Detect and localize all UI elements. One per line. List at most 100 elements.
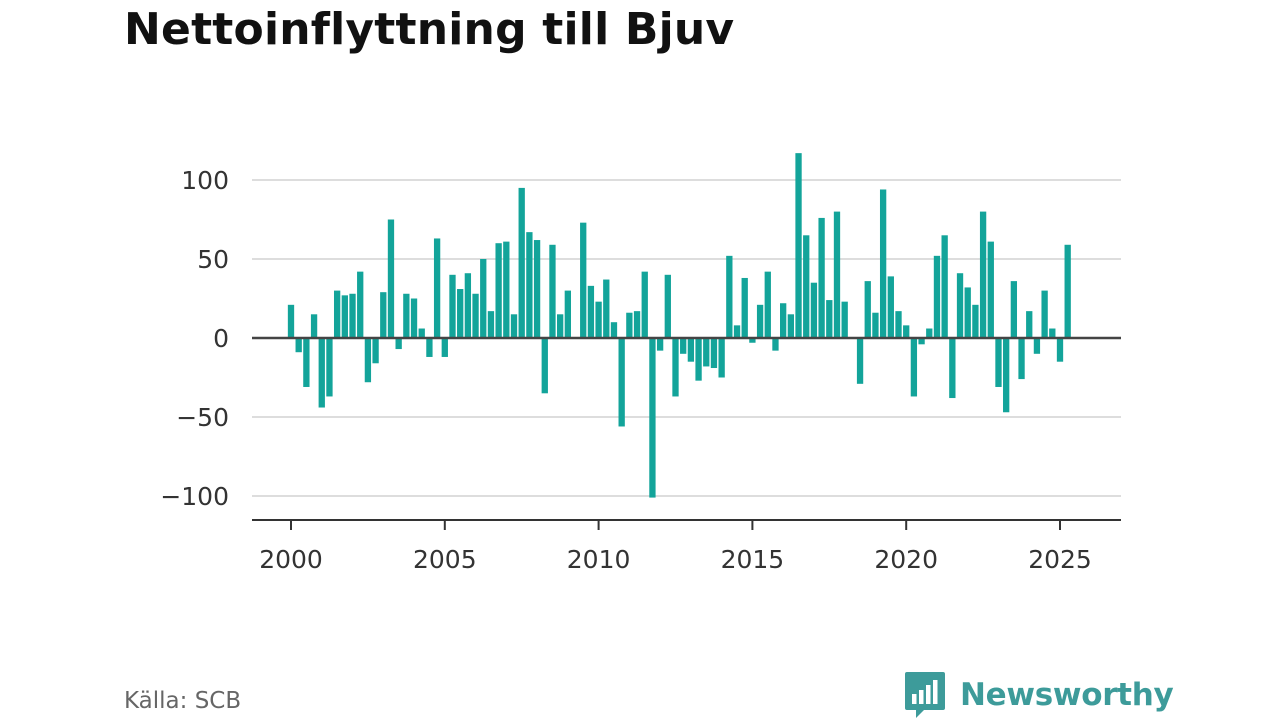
bar-2011-Q3: [641, 271, 648, 338]
bar-2000-Q1: [287, 304, 295, 338]
chart-title: Nettoinflyttning till Bjuv: [124, 4, 735, 55]
bar-2021-Q1: [933, 255, 941, 338]
bar-2017-Q3: [826, 300, 833, 338]
bar-2005-Q2: [449, 274, 456, 338]
bar-2013-Q2: [695, 338, 702, 381]
bar-2007-Q2: [510, 314, 518, 338]
bar-2008-Q3: [549, 244, 556, 338]
bar-2022-Q4: [987, 241, 994, 338]
bar-2013-Q1: [687, 338, 695, 362]
bar-2010-Q1: [595, 301, 602, 338]
source-label: Källa: SCB: [124, 688, 242, 714]
bar-2022-Q1: [964, 287, 971, 338]
bar-2007-Q3: [518, 187, 525, 338]
bar-2019-Q3: [887, 276, 894, 338]
bar-2012-Q4: [680, 338, 687, 354]
bar-2017-Q1: [810, 282, 818, 338]
y-tick-label: 100: [181, 166, 229, 195]
y-tick-label: −100: [160, 482, 229, 511]
x-axis-ticks: 2000 2005 2010 2015 2020 2025: [259, 520, 1092, 574]
bar-2012-Q1: [656, 338, 664, 351]
bar-2007-Q4: [526, 232, 533, 338]
bar-2021-Q2: [941, 235, 948, 338]
bar-2024-Q3: [1041, 290, 1048, 338]
bar-2024-Q4: [1049, 328, 1056, 338]
y-tick-label: 0: [213, 324, 229, 353]
bar-2012-Q2: [664, 274, 671, 338]
bar-2014-Q2: [726, 255, 733, 338]
bar-2002-Q3: [364, 338, 372, 383]
y-tick-label: −50: [176, 403, 229, 432]
bar-2024-Q2: [1033, 338, 1041, 354]
bar-2003-Q3: [395, 338, 402, 350]
bar-2006-Q1: [472, 293, 479, 338]
bar-2016-Q3: [795, 153, 802, 338]
bar-2008-Q4: [556, 314, 564, 338]
bar-2010-Q4: [618, 338, 625, 427]
bar-2020-Q2: [910, 338, 918, 397]
bar-2019-Q4: [895, 311, 902, 338]
bar-2013-Q3: [703, 338, 710, 367]
bar-2014-Q1: [718, 338, 725, 378]
bar-2011-Q2: [633, 311, 641, 338]
bar-2023-Q4: [1018, 338, 1025, 380]
bar-2003-Q2: [387, 219, 395, 338]
bar-2016-Q1: [780, 303, 787, 338]
bar-2000-Q2: [295, 338, 302, 353]
x-tick-label: 2015: [721, 545, 785, 574]
bar-2025-Q2: [1064, 244, 1071, 338]
bar-2008-Q2: [541, 338, 548, 394]
bar-2006-Q4: [495, 243, 502, 338]
bar-2015-Q4: [772, 338, 779, 351]
x-tick-label: 2005: [413, 545, 477, 574]
y-axis-labels: 100 50 0 −50 −100: [160, 166, 229, 511]
bar-2023-Q3: [1010, 281, 1018, 338]
bar-2009-Q3: [580, 222, 587, 338]
bar-2011-Q1: [626, 312, 633, 338]
bar-2019-Q1: [872, 312, 879, 338]
x-tick-label: 2010: [567, 545, 631, 574]
bar-2010-Q2: [603, 279, 610, 338]
bar-2001-Q4: [341, 295, 348, 338]
bar-2001-Q3: [333, 290, 341, 338]
bar-2022-Q2: [972, 304, 979, 338]
bar-2005-Q1: [441, 338, 448, 357]
bar-2004-Q1: [410, 298, 418, 338]
bar-2002-Q1: [349, 293, 356, 338]
bar-2004-Q2: [418, 328, 425, 338]
bar-2000-Q4: [310, 314, 318, 338]
bar-2002-Q4: [372, 338, 379, 364]
bar-2023-Q1: [995, 338, 1002, 387]
y-tick-label: 50: [197, 245, 229, 274]
bar-2021-Q4: [956, 273, 964, 338]
bar-2015-Q1: [749, 338, 756, 343]
brand-logo: Newsworthy: [904, 670, 1174, 720]
bar-2018-Q4: [864, 281, 871, 338]
bar-2009-Q4: [587, 285, 595, 338]
bar-2025-Q1: [1056, 338, 1064, 362]
newsworthy-logo-icon: [905, 672, 945, 718]
bar-2022-Q3: [979, 211, 987, 338]
bar-2021-Q3: [949, 338, 956, 399]
brand-name: Newsworthy: [960, 677, 1174, 713]
x-tick-label: 2020: [874, 545, 938, 574]
bar-2016-Q2: [787, 314, 795, 338]
bar-2020-Q4: [926, 328, 933, 338]
bar-2018-Q1: [841, 301, 848, 338]
bar-2005-Q4: [464, 273, 472, 338]
bar-2013-Q4: [710, 338, 718, 369]
bar-2015-Q3: [764, 271, 771, 338]
bar-2017-Q4: [833, 211, 841, 338]
bar-2005-Q3: [457, 289, 464, 338]
bar-2002-Q2: [357, 271, 364, 338]
bar-2006-Q2: [480, 259, 487, 338]
bar-2006-Q3: [487, 311, 495, 338]
bar-2003-Q1: [380, 292, 387, 338]
bar-2014-Q4: [741, 277, 748, 338]
bar-2012-Q3: [672, 338, 679, 397]
bar-2010-Q3: [610, 322, 618, 338]
bars: [287, 153, 1071, 498]
bar-2001-Q2: [326, 338, 333, 397]
gridlines: [252, 179, 1121, 497]
